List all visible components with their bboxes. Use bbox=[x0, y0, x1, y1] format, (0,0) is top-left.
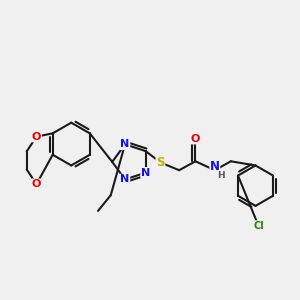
Text: N: N bbox=[120, 174, 130, 184]
Text: O: O bbox=[32, 132, 41, 142]
Text: H: H bbox=[218, 171, 225, 180]
Text: N: N bbox=[120, 140, 130, 149]
Text: Cl: Cl bbox=[253, 221, 264, 231]
Text: N: N bbox=[141, 168, 150, 178]
Text: O: O bbox=[32, 179, 41, 189]
Text: O: O bbox=[191, 134, 200, 144]
Text: S: S bbox=[156, 156, 165, 169]
Text: N: N bbox=[210, 160, 220, 173]
